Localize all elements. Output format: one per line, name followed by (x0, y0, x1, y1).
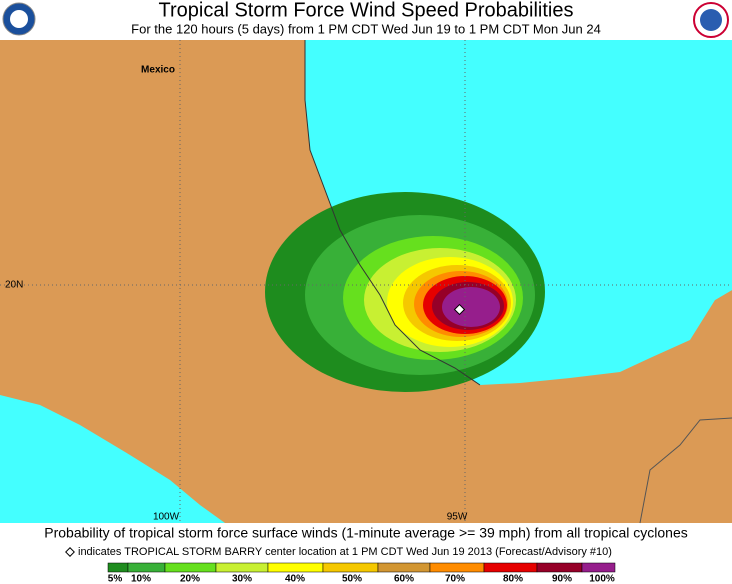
subtitle: For the 120 hours (5 days) from 1 PM CDT… (131, 21, 601, 36)
legend-swatch (429, 562, 485, 573)
prob-ring (442, 287, 500, 327)
pacific (0, 395, 225, 523)
marker-icon (65, 547, 75, 557)
legend-swatch (581, 562, 616, 573)
legend-label: 100% (589, 574, 615, 584)
noaa-logo-inner (10, 10, 28, 28)
caption: Probability of tropical storm force surf… (44, 525, 688, 541)
storm-center (453, 303, 466, 316)
border (639, 417, 732, 524)
legend-label: 90% (552, 574, 572, 584)
legend: 5% 10% 20% 30% 40% 50% 60% 70% 80% 90% 100% (107, 562, 616, 584)
marker-note: indicates TROPICAL STORM BARRY center lo… (78, 546, 612, 558)
legend-label: 80% (503, 574, 523, 584)
legend-swatch (164, 562, 217, 573)
caribbean-edge (715, 260, 732, 300)
legend-label: 40% (285, 574, 305, 584)
legend-swatch (322, 562, 379, 573)
lon-label: 95W (447, 512, 468, 523)
legend-label: 20% (180, 574, 200, 584)
legend-swatch (127, 562, 166, 573)
map: Mexico 20N 100W 95W (0, 40, 732, 524)
lon-label: 100W (153, 512, 180, 523)
legend-swatch (215, 562, 269, 573)
title: Tropical Storm Force Wind Speed Probabil… (159, 0, 574, 21)
nws-logo-inner (700, 9, 722, 31)
legend-label: 60% (394, 574, 414, 584)
legend-label: 50% (342, 574, 362, 584)
legend-swatch (377, 562, 431, 573)
legend-swatch (267, 562, 324, 573)
coastline (304, 40, 481, 386)
legend-label: 70% (445, 574, 465, 584)
legend-label: 30% (232, 574, 252, 584)
legend-label: 5% (108, 574, 123, 584)
legend-swatch (107, 562, 129, 573)
legend-swatch (483, 562, 538, 573)
country-label: Mexico (141, 65, 175, 76)
legend-swatch (536, 562, 583, 573)
legend-label: 10% (131, 574, 151, 584)
lat-label: 20N (5, 280, 23, 291)
